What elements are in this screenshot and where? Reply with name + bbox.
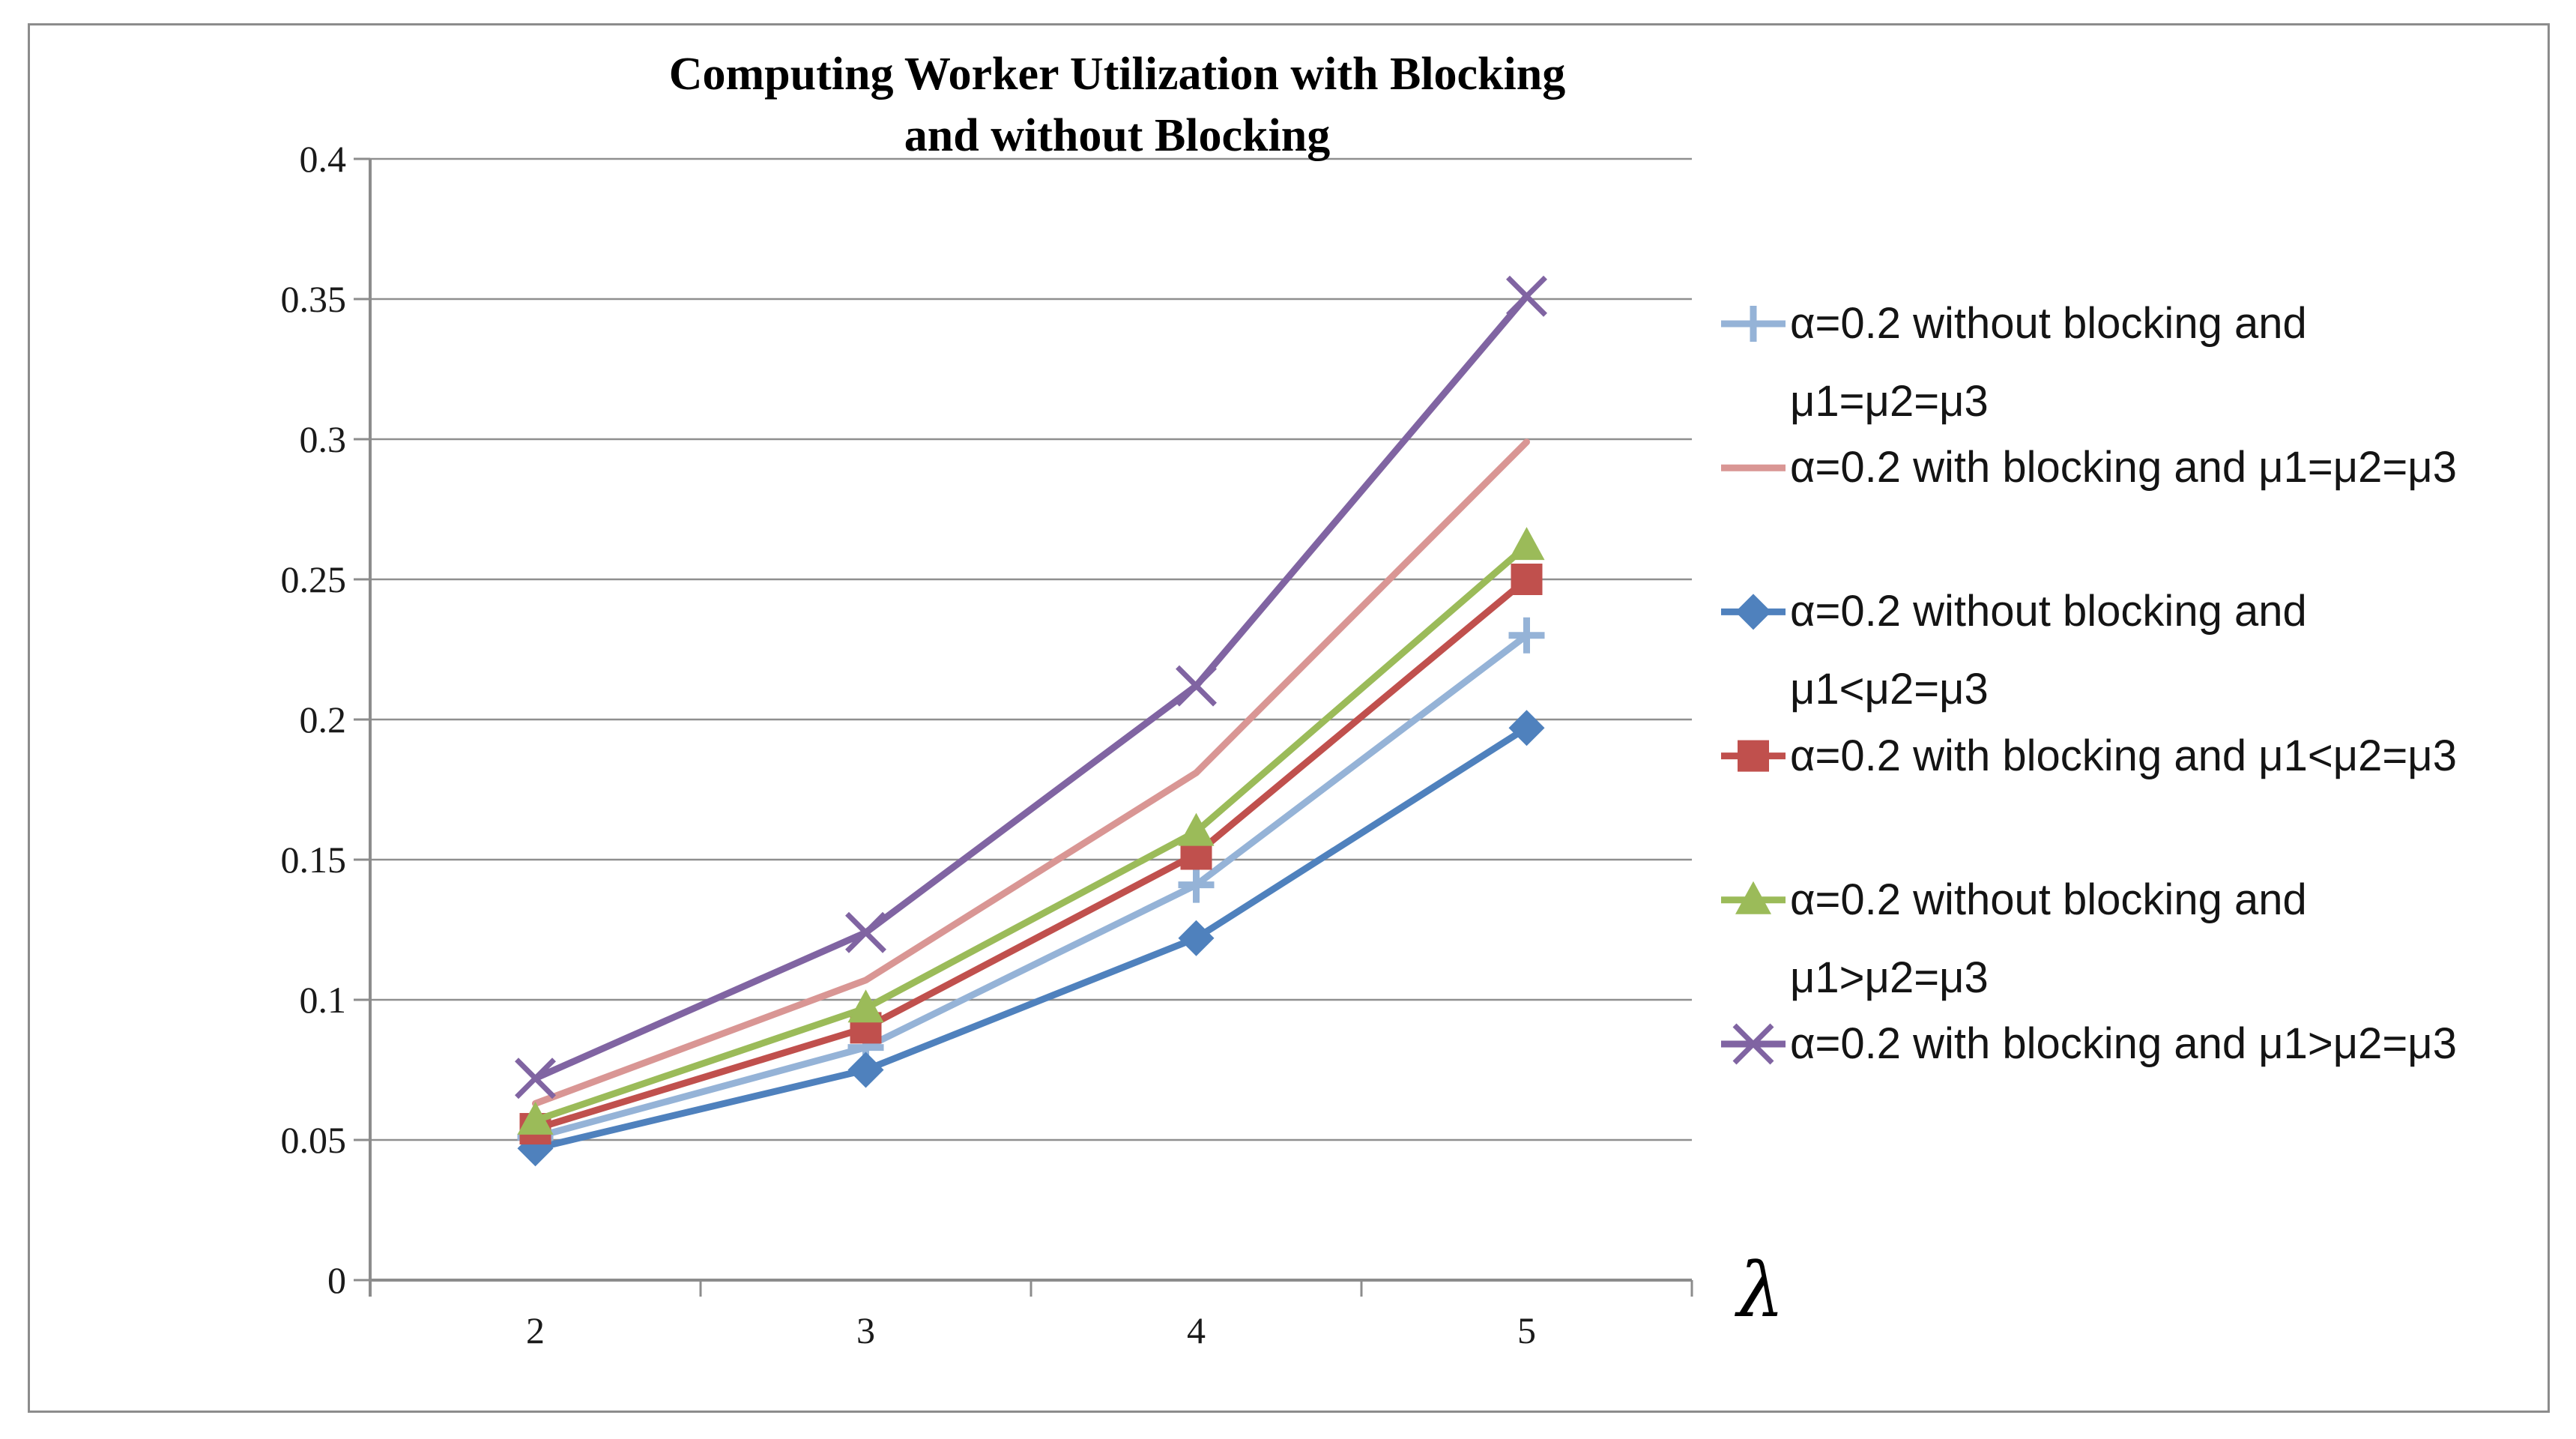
legend-entry-4-line-1: α=0.2 with blocking and μ1<μ2=μ3 [1790, 731, 2457, 780]
chart-title-line-2: and without Blocking [904, 110, 1331, 161]
chart-title-line-1: Computing Worker Utilization with Blocki… [668, 49, 1566, 100]
series-6-marker-5 [1506, 275, 1547, 317]
series-3-marker-3 [847, 1052, 884, 1088]
legend-entry-1-line-2: μ1=μ2=μ3 [1790, 377, 1989, 426]
series-4-marker-5 [1511, 564, 1543, 595]
x-tick-label-3: 3 [856, 1309, 875, 1351]
y-tick-label-0.4: 0.4 [299, 138, 347, 180]
series-6-marker-4 [1176, 665, 1217, 707]
series-3-marker-4 [1178, 920, 1215, 956]
legend-entry-6-line-1: α=0.2 with blocking and μ1>μ2=μ3 [1790, 1019, 2457, 1068]
y-tick-label-0.1: 0.1 [299, 979, 347, 1021]
x-tick-label-5: 5 [1517, 1309, 1536, 1351]
y-tick-label-0.05: 0.05 [280, 1119, 347, 1161]
x-tick-label-4: 4 [1187, 1309, 1206, 1351]
series-line-6 [532, 292, 1530, 1082]
legend-entry-3-line-2: μ1<μ2=μ3 [1790, 665, 1989, 714]
series-line-4 [532, 576, 1530, 1132]
x-axis-label-lambda: λ [1737, 1246, 1785, 1334]
legend-key-marker-3 [1735, 594, 1771, 630]
y-tick-label-0: 0 [327, 1259, 346, 1301]
legend-entry-3-line-1: α=0.2 without blocking and [1790, 587, 2307, 636]
series-line-1 [532, 632, 1530, 1141]
series-3-marker-5 [1508, 710, 1545, 746]
y-tick-label-0.15: 0.15 [280, 839, 347, 881]
legend-key-marker-4 [1738, 740, 1769, 772]
legend-key-marker-6 [1732, 1023, 1774, 1065]
series-line-3 [532, 724, 1530, 1152]
series-5-marker-2 [517, 1101, 554, 1135]
legend-entry-5-line-1: α=0.2 without blocking and [1790, 875, 2307, 924]
legend-entry-2-line-1: α=0.2 with blocking and μ1=μ2=μ3 [1790, 443, 2457, 492]
legend-entry-1-line-1: α=0.2 without blocking and [1790, 299, 2307, 348]
y-tick-label-0.35: 0.35 [280, 278, 347, 320]
legend-key-marker-5 [1735, 881, 1771, 914]
series-line-5 [532, 542, 1530, 1124]
legend-entry-5-line-2: μ1>μ2=μ3 [1790, 953, 1989, 1002]
chart-frame [28, 23, 2550, 1413]
y-tick-label-0.25: 0.25 [280, 558, 347, 600]
series-5-marker-5 [1508, 527, 1545, 561]
series-6-marker-3 [845, 911, 886, 953]
x-tick-label-2: 2 [526, 1309, 545, 1351]
series-line-2 [532, 438, 1530, 1107]
y-tick-label-0.2: 0.2 [299, 699, 347, 740]
series-6-marker-2 [515, 1058, 556, 1099]
series-5-marker-4 [1178, 812, 1215, 846]
series-5-marker-3 [847, 989, 884, 1023]
y-tick-label-0.3: 0.3 [299, 418, 347, 460]
